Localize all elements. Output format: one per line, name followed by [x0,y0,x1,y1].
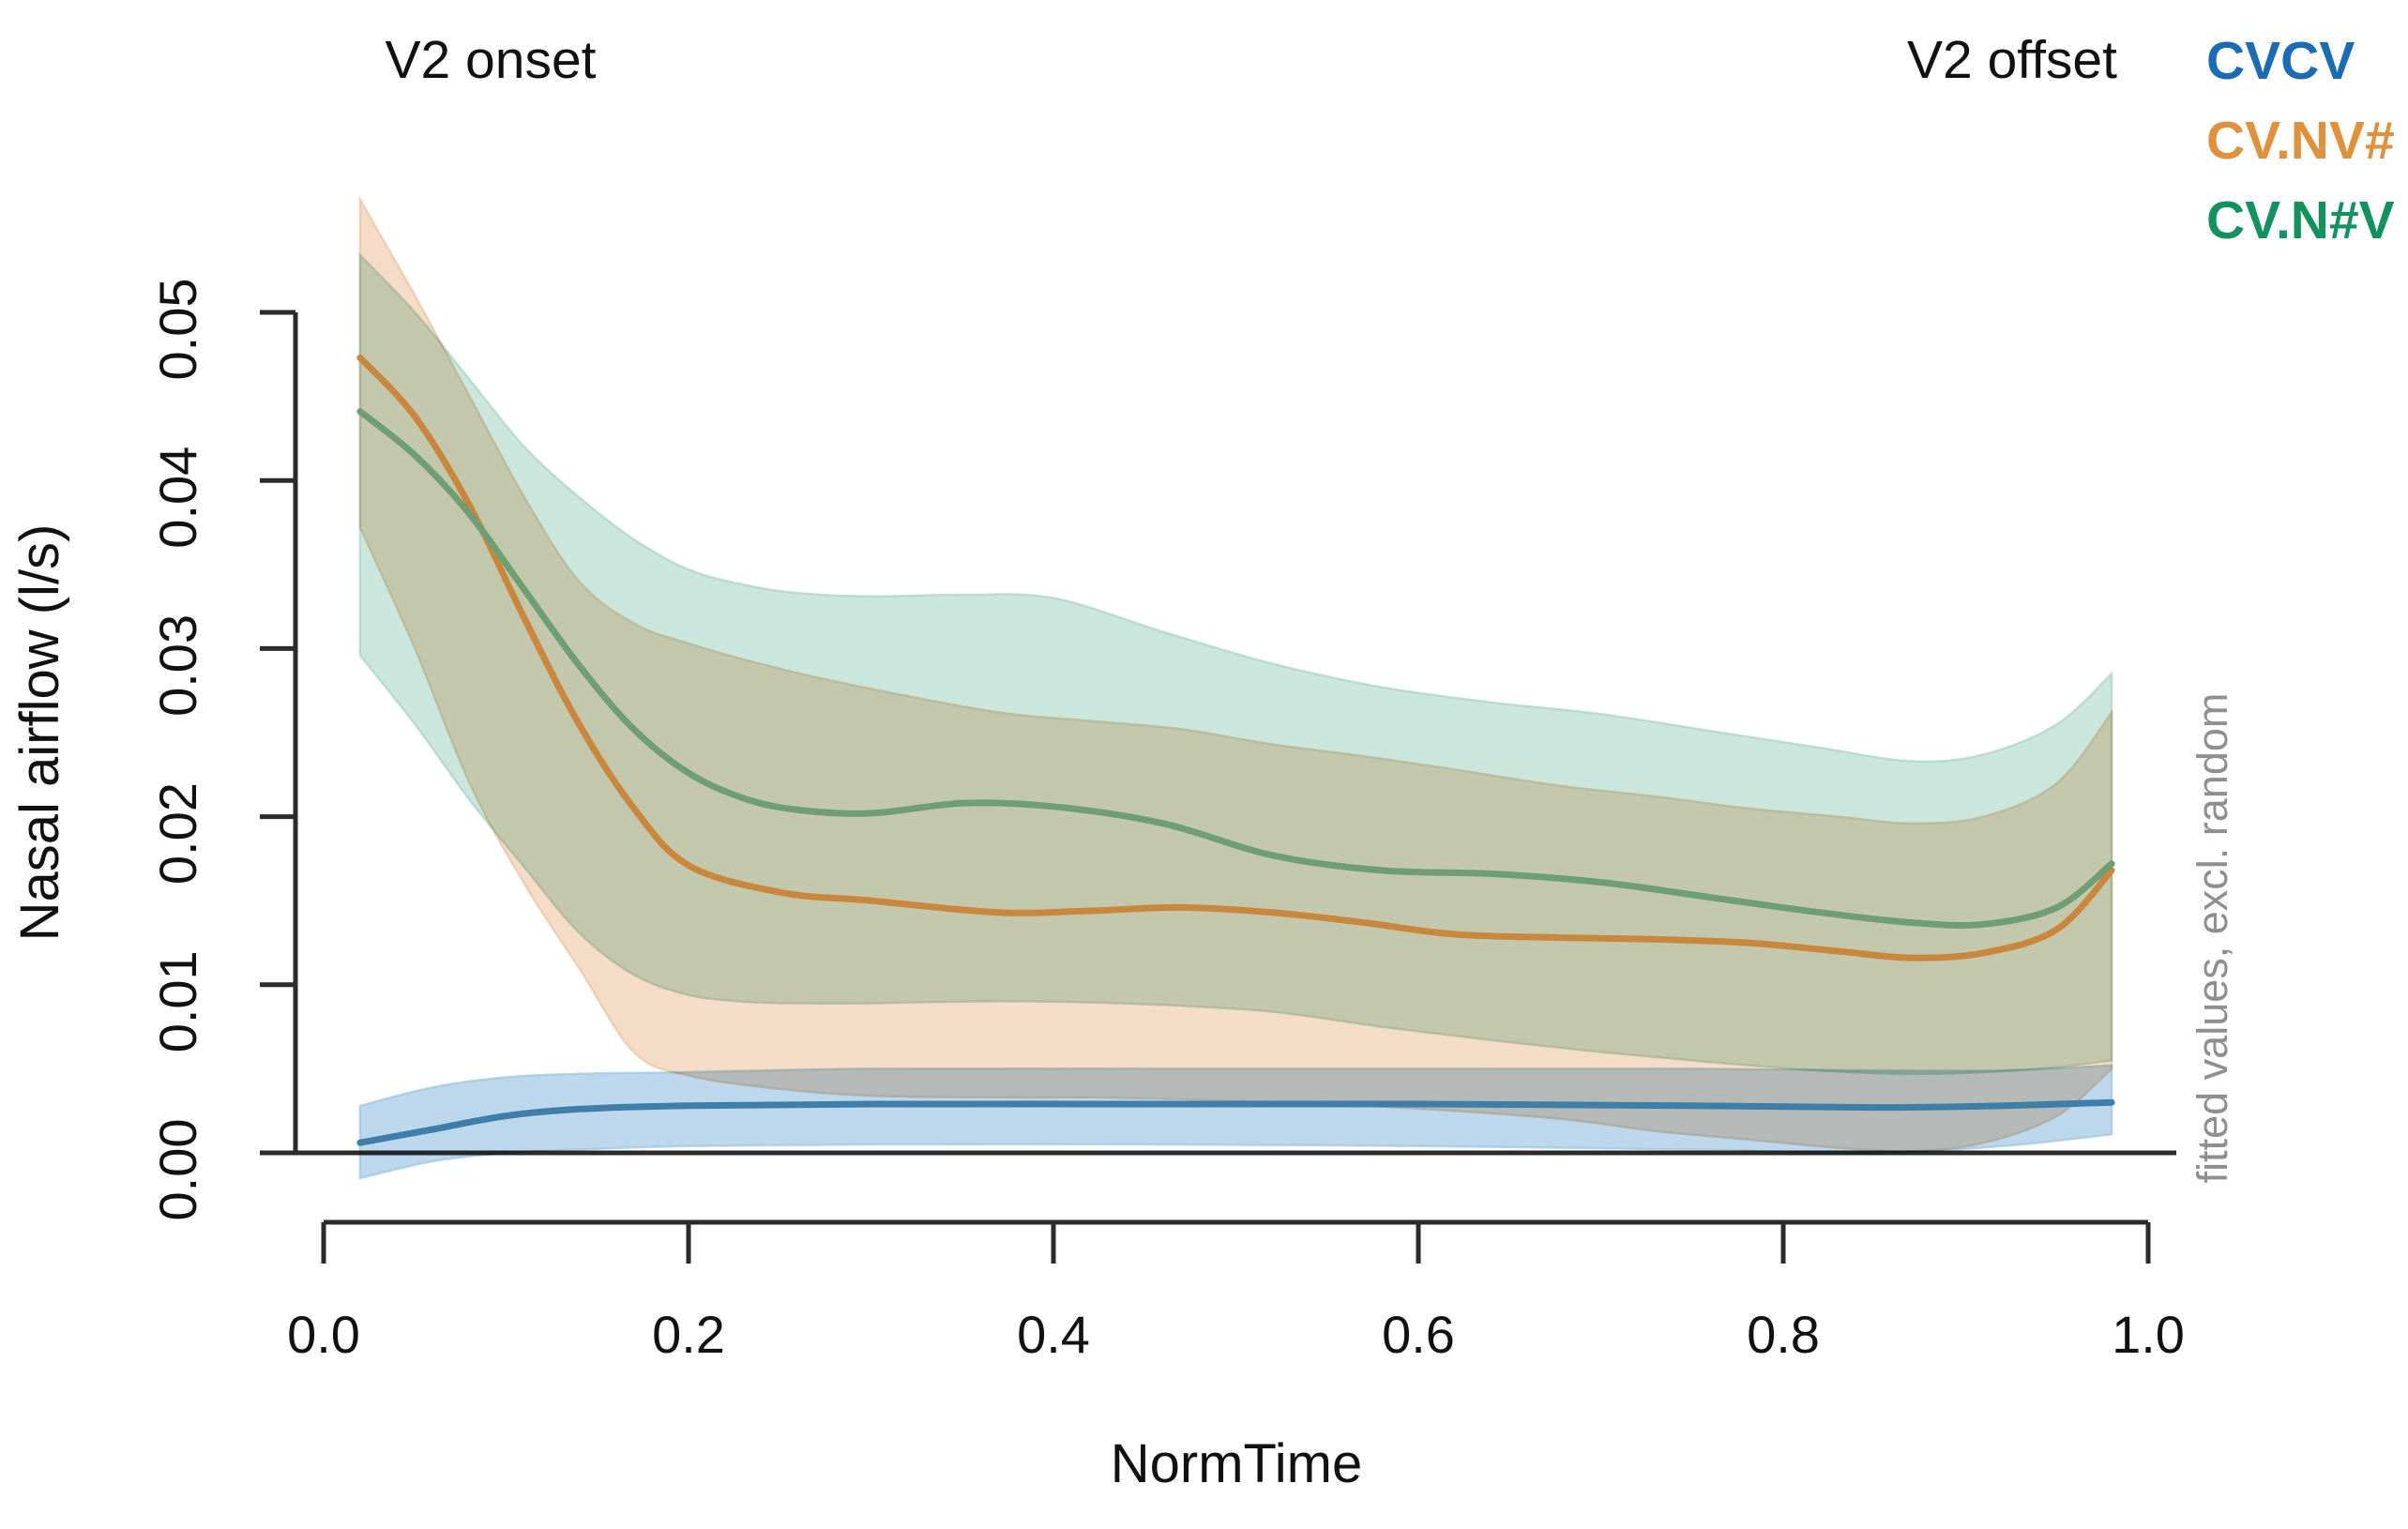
line-cv-nv- [356,354,2115,961]
y-tick-label: 0.00 [148,1119,207,1221]
line-cv-n-v [356,408,2115,929]
x-tick-label: 0.6 [1382,1305,1455,1364]
x-tick-label: 1.0 [2112,1305,2185,1364]
legend-item-cv-n-v: CV.N#V [2206,190,2395,250]
legend-item-cv-nv: CV.NV# [2206,111,2395,171]
y-tick-label: 0.03 [148,614,207,717]
y-axis-title: Nasal airflow (l/s) [9,524,70,942]
y-tick-label: 0.02 [148,782,207,885]
x-axis-tick-labels: 0.0 0.2 0.4 0.6 0.8 1.0 [287,1305,2185,1364]
y-axis [260,310,298,1156]
line-cvcv [356,1098,2115,1146]
fitted-lines [356,354,2115,1146]
v2-offset-label: V2 offset [1907,30,2117,90]
v2-onset-label: V2 onset [386,30,597,90]
x-tick-label: 0.2 [652,1305,725,1364]
legend-item-cvcv: CVCV [2206,31,2355,91]
y-tick-label: 0.04 [148,447,207,549]
x-axis [321,1219,2151,1264]
y-tick-label: 0.01 [148,950,207,1052]
x-tick-label: 0.4 [1017,1305,1090,1364]
y-tick-label: 0.05 [148,279,207,381]
y-axis-tick-labels: 0.00 0.01 0.02 0.03 0.04 0.05 [148,279,207,1221]
x-tick-label: 0.0 [287,1305,360,1364]
band-cv-n-v [358,251,2113,1076]
confidence-bands [358,195,2113,1180]
x-tick-label: 0.8 [1747,1305,1820,1364]
x-axis-title: NormTime [1111,1433,1363,1494]
right-annotation: fitted values, excl. random [2188,693,2236,1184]
